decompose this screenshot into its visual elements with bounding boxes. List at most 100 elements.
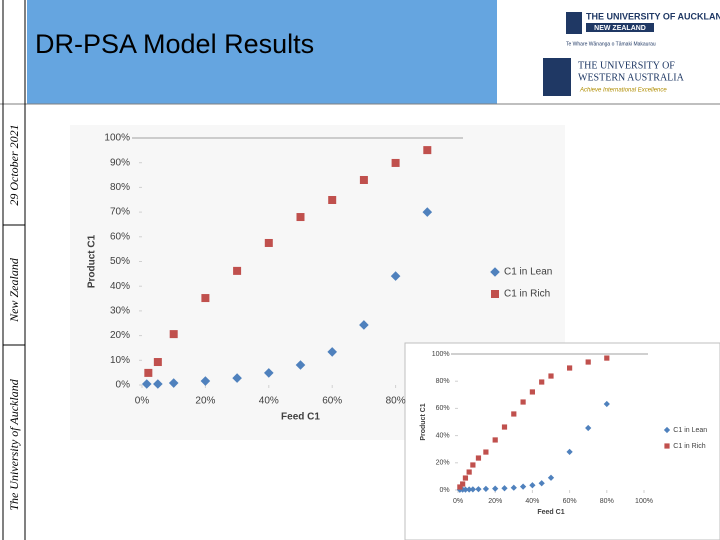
- point: [201, 294, 210, 303]
- y-tick-label: 100%: [432, 351, 450, 358]
- y-tick-label: 40%: [110, 281, 130, 292]
- point: [460, 481, 466, 487]
- point: [264, 238, 273, 247]
- y-tick-label: 0%: [439, 487, 449, 494]
- logo-text: WESTERN AUSTRALIA: [578, 72, 685, 83]
- point: [469, 486, 476, 493]
- point: [466, 486, 473, 493]
- legend-label: C1 in Rich: [673, 443, 705, 450]
- x-tick-label: 80%: [600, 498, 614, 505]
- point: [200, 376, 211, 386]
- legend-swatch: [663, 426, 671, 434]
- y-tick-label: 60%: [436, 405, 450, 412]
- x-tick-label: 40%: [525, 498, 539, 505]
- y-tick-label: 100%: [104, 133, 130, 144]
- inset-frame: [404, 342, 720, 540]
- point: [457, 484, 463, 490]
- legend-swatch: [490, 267, 500, 277]
- point: [462, 486, 469, 493]
- point: [567, 365, 573, 371]
- sidebar-university: The University of Auckland: [7, 378, 21, 510]
- point: [483, 449, 489, 455]
- y-axis-label: Product C1: [420, 403, 427, 440]
- point: [327, 347, 337, 357]
- point: [153, 379, 163, 389]
- legend-label: C1 in Rich: [504, 289, 550, 300]
- y-tick-label: 30%: [110, 306, 130, 317]
- x-tick-label: 20%: [195, 396, 215, 407]
- y-tick-label: 60%: [110, 231, 130, 242]
- logo-text: NEW ZEALAND: [594, 25, 646, 32]
- logo-text: Achieve International Excellence: [579, 88, 667, 94]
- point: [604, 355, 610, 361]
- x-tick-label: 0%: [135, 396, 150, 407]
- legend-swatch: [491, 290, 499, 298]
- logo-text: THE UNIVERSITY OF AUCKLAND: [586, 11, 720, 21]
- point: [510, 484, 517, 491]
- y-tick-label: 80%: [110, 182, 130, 193]
- point: [470, 462, 476, 468]
- point: [466, 469, 472, 475]
- point: [422, 207, 433, 217]
- y-axis-label: Product C1: [87, 234, 98, 288]
- y-tick-label: 40%: [436, 432, 450, 439]
- point: [529, 389, 535, 395]
- point: [501, 424, 508, 430]
- x-tick-label: 100%: [635, 498, 653, 505]
- point: [359, 175, 368, 184]
- point: [538, 480, 545, 487]
- legend-label: C1 in Lean: [504, 267, 552, 278]
- header-band: [27, 0, 497, 104]
- point: [328, 195, 337, 204]
- y-tick-label: 20%: [436, 460, 450, 467]
- x-tick-label: 20%: [488, 498, 502, 505]
- x-axis-label: Feed C1: [281, 412, 320, 423]
- logo-crest: [566, 12, 582, 34]
- point: [603, 400, 610, 408]
- point: [492, 437, 498, 443]
- point: [232, 373, 242, 383]
- point: [168, 378, 179, 388]
- x-tick-label: 40%: [259, 396, 279, 407]
- x-tick-label: 80%: [386, 396, 406, 407]
- point: [501, 485, 508, 492]
- point: [153, 358, 162, 367]
- point: [295, 360, 306, 370]
- point: [529, 482, 536, 489]
- point: [169, 330, 178, 339]
- y-tick-label: 50%: [110, 256, 130, 267]
- slide-title: DR-PSA Model Results: [35, 29, 314, 59]
- point: [520, 399, 526, 405]
- point: [144, 368, 153, 377]
- logo-text: Te Whare Wānanga o Tāmaki Makaurau: [566, 41, 656, 47]
- y-tick-label: 80%: [436, 378, 450, 385]
- point: [359, 320, 369, 330]
- y-tick-label: 10%: [110, 355, 130, 366]
- point: [566, 448, 573, 456]
- point: [141, 379, 152, 389]
- point: [264, 368, 274, 378]
- logo-band: [586, 23, 654, 32]
- x-tick-label: 60%: [563, 498, 577, 505]
- logo-crest: [543, 58, 571, 96]
- y-tick-label: 20%: [110, 330, 130, 341]
- point: [585, 424, 592, 432]
- sidebar-date: 29 October 2021: [7, 124, 21, 205]
- legend-label: C1 in Lean: [673, 427, 707, 434]
- legend-swatch: [664, 443, 670, 449]
- sidebar-country: New Zealand: [7, 257, 21, 323]
- point: [585, 359, 591, 365]
- logo-text: THE UNIVERSITY OF: [578, 60, 675, 71]
- point: [423, 146, 432, 155]
- point: [548, 373, 554, 379]
- point: [475, 455, 482, 461]
- point: [482, 485, 490, 493]
- x-tick-label: 60%: [322, 396, 342, 407]
- point: [539, 379, 545, 385]
- y-tick-label: 70%: [110, 207, 130, 218]
- x-tick-label: 0%: [453, 498, 463, 505]
- point: [547, 474, 555, 481]
- point: [492, 485, 499, 492]
- y-tick-label: 0%: [116, 380, 131, 391]
